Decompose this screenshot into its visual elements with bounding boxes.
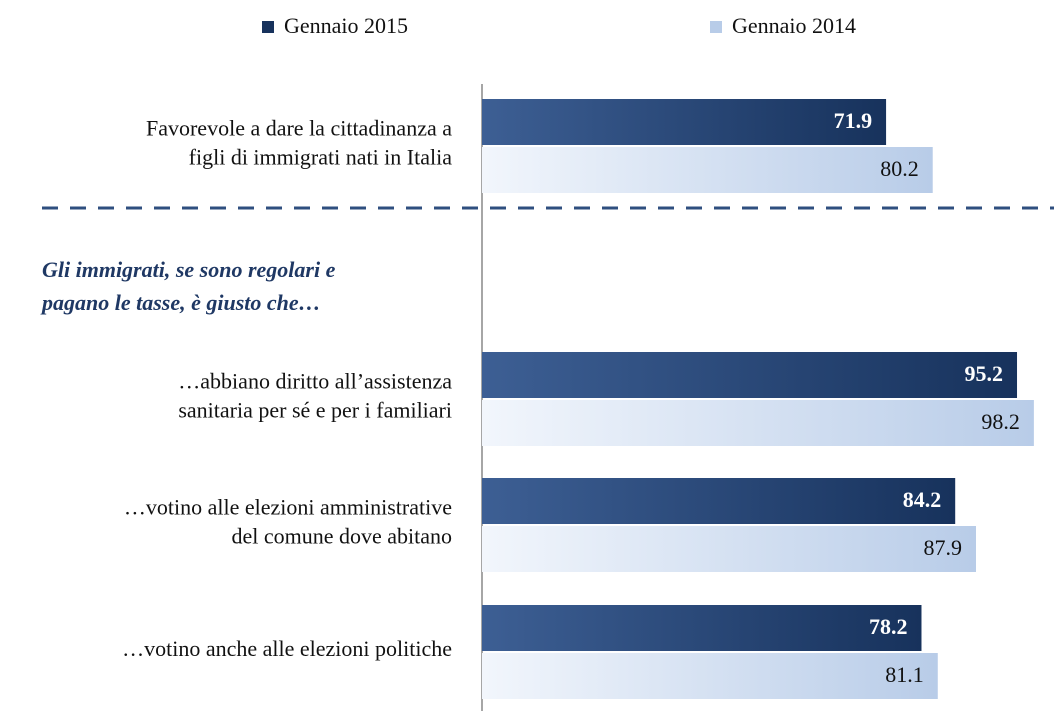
bar [482, 526, 976, 572]
category-label: …abbiano diritto all’assistenza [178, 369, 452, 394]
category-label: sanitaria per sé e per i familiari [178, 398, 452, 423]
bar [482, 147, 933, 193]
bar [482, 99, 887, 145]
category-label: …votino alle elezioni amministrative [124, 495, 452, 520]
value-label: 71.9 [834, 108, 873, 133]
legend-swatch [262, 21, 274, 33]
legend-label: Gennaio 2014 [732, 13, 856, 38]
bar [482, 352, 1018, 398]
category-label: …votino anche alle elezioni politiche [122, 636, 452, 661]
category-label: del comune dove abitano [231, 524, 452, 549]
bar [482, 653, 938, 699]
legend-label: Gennaio 2015 [284, 13, 408, 38]
value-label: 87.9 [923, 535, 962, 560]
category-label: figli di immigrati nati in Italia [189, 145, 453, 170]
bar [482, 605, 922, 651]
category-label: Favorevole a dare la cittadinanza a [146, 116, 452, 141]
value-label: 78.2 [869, 614, 908, 639]
legend-swatch [710, 21, 722, 33]
bar [482, 478, 956, 524]
value-label: 80.2 [880, 156, 919, 181]
value-label: 95.2 [965, 361, 1004, 386]
value-label: 81.1 [885, 662, 924, 687]
value-label: 98.2 [981, 409, 1020, 434]
annotation: pagano le tasse, è giusto che… [40, 290, 321, 315]
bar [482, 400, 1034, 446]
annotation: Gli immigrati, se sono regolari e [42, 257, 336, 282]
value-label: 84.2 [903, 487, 942, 512]
